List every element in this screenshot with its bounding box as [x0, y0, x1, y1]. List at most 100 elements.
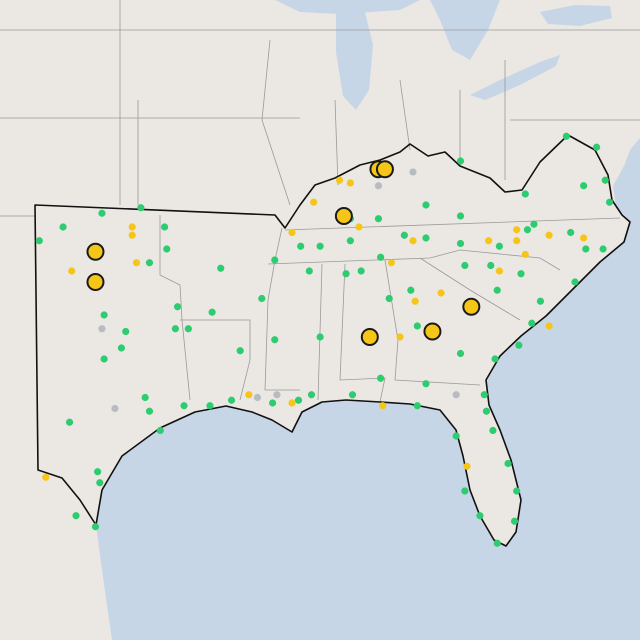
state-border	[419, 257, 521, 321]
marker	[100, 355, 108, 363]
marker	[65, 418, 74, 426]
marker	[456, 212, 465, 220]
marker	[409, 237, 417, 245]
marker	[173, 303, 182, 311]
lake-michigan	[336, 0, 373, 110]
state-border	[261, 39, 291, 206]
marker	[513, 237, 521, 245]
marker	[504, 459, 512, 468]
marker	[521, 190, 529, 198]
marker	[385, 294, 393, 303]
marker	[582, 245, 590, 253]
marker	[413, 322, 421, 330]
marker	[236, 347, 244, 355]
marker	[456, 349, 465, 358]
marker	[145, 259, 154, 267]
marker	[316, 242, 324, 250]
marker	[145, 407, 154, 415]
marker	[599, 245, 607, 253]
large-marker	[360, 328, 379, 346]
region-outline	[34, 134, 631, 547]
marker	[245, 391, 253, 399]
marker	[452, 432, 460, 440]
marker	[521, 250, 529, 259]
marker	[400, 231, 408, 239]
marker	[342, 270, 350, 278]
marker	[307, 391, 316, 399]
state-border	[267, 249, 561, 271]
marker	[128, 223, 136, 231]
marker	[545, 231, 553, 239]
marker	[480, 391, 488, 399]
marker	[452, 391, 460, 399]
marker	[297, 242, 305, 250]
marker	[387, 259, 395, 267]
marker	[463, 462, 471, 470]
marker	[346, 179, 354, 187]
marker	[510, 517, 519, 525]
marker	[513, 226, 521, 234]
marker	[128, 231, 136, 239]
marker	[487, 261, 495, 270]
marker	[461, 487, 469, 495]
marker	[605, 198, 614, 206]
marker	[305, 267, 313, 275]
marker	[316, 333, 324, 341]
marker	[580, 182, 588, 190]
marker	[357, 267, 365, 275]
large-marker	[423, 322, 442, 341]
marker	[72, 512, 80, 520]
marker	[184, 325, 192, 333]
marker	[355, 223, 363, 231]
marker	[68, 267, 76, 275]
marker	[91, 523, 100, 531]
marker	[271, 256, 279, 264]
state-border	[264, 227, 300, 391]
marker	[171, 325, 179, 333]
marker	[206, 402, 214, 410]
marker	[163, 245, 171, 253]
markers	[35, 132, 614, 547]
state-border	[334, 60, 640, 186]
marker	[422, 380, 430, 388]
marker	[288, 399, 296, 407]
marker	[567, 228, 575, 237]
large-marker	[375, 160, 394, 179]
marker	[374, 182, 383, 190]
state-border	[317, 263, 386, 403]
marker	[294, 396, 303, 404]
marker	[273, 391, 281, 399]
marker	[100, 311, 108, 319]
marker	[482, 407, 491, 415]
marker	[132, 259, 141, 267]
marker	[536, 297, 545, 305]
marker	[530, 220, 538, 228]
marker	[217, 264, 225, 272]
marker	[517, 270, 525, 278]
marker	[156, 426, 164, 435]
marker	[396, 333, 404, 341]
marker	[94, 468, 102, 476]
marker	[227, 396, 236, 404]
marker	[513, 487, 521, 495]
marker	[111, 404, 119, 413]
marker	[269, 399, 277, 407]
large-marker	[86, 273, 105, 291]
marker	[437, 289, 445, 297]
marker	[208, 308, 216, 316]
marker	[407, 286, 415, 294]
marker	[476, 512, 484, 520]
state-border	[180, 319, 251, 401]
marker	[98, 325, 106, 333]
marker	[409, 168, 417, 176]
large-marker	[462, 297, 481, 316]
lake-erie	[470, 55, 560, 100]
marker	[180, 402, 188, 410]
marker	[258, 294, 266, 303]
marker	[137, 204, 145, 212]
marker	[117, 344, 125, 352]
marker	[98, 209, 106, 217]
marker	[593, 143, 601, 151]
marker	[141, 393, 149, 402]
